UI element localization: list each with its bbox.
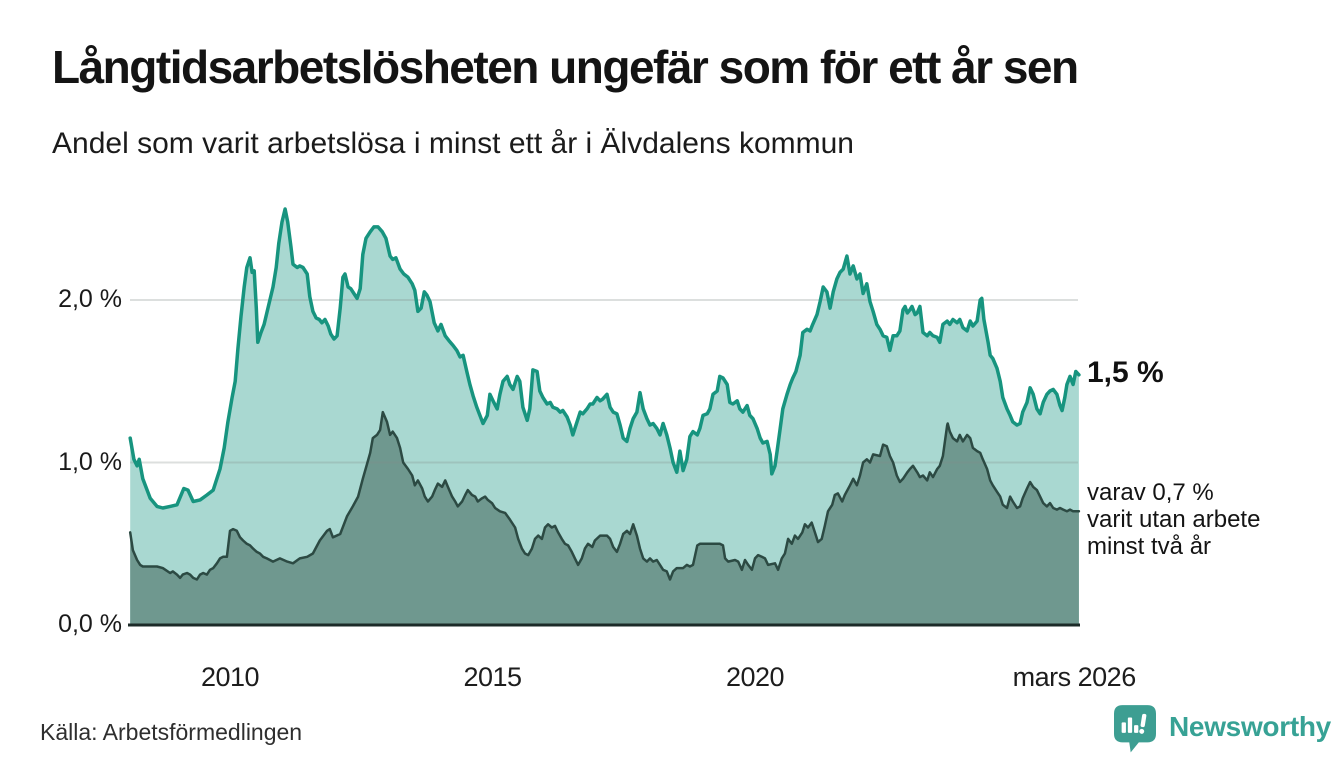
- newsworthy-logo-text: Newsworthy: [1169, 711, 1331, 742]
- x-tick-label-2020: 2020: [725, 662, 785, 692]
- newsworthy-logo-icon: [1114, 705, 1156, 753]
- annotation-line-1: varav 0,7 %: [1087, 479, 1214, 507]
- source-credit: Källa: Arbetsförmedlingen: [40, 719, 303, 745]
- x-tick-label-2015: 2015: [463, 662, 522, 692]
- series-annotation-2years: varav 0,7 % varit utan arbete minst två …: [1087, 479, 1260, 560]
- chart-subtitle: Andel som varit arbetslösa i minst ett å…: [52, 127, 854, 160]
- newsworthy-logo: Newsworthy: [1114, 705, 1331, 753]
- x-tick-label-mars-2026: mars 2026: [1012, 662, 1137, 692]
- y-tick-label-1: 1,0 %: [58, 447, 122, 476]
- page-title: Långtidsarbetslösheten ungefär som för e…: [52, 41, 1079, 93]
- y-tick-label-0: 0,0 %: [58, 610, 122, 638]
- series-end-value-label: 1,5 %: [1087, 355, 1164, 389]
- annotation-line-3: minst två år: [1087, 533, 1212, 561]
- line-unemployed-1year: [128, 207, 1081, 510]
- x-tick-label-2010: 2010: [200, 662, 260, 692]
- y-tick-label-2: 2,0 %: [58, 285, 122, 313]
- annotation-line-2: varit utan arbete: [1087, 506, 1261, 534]
- line-unemployed-2years: [128, 410, 1081, 581]
